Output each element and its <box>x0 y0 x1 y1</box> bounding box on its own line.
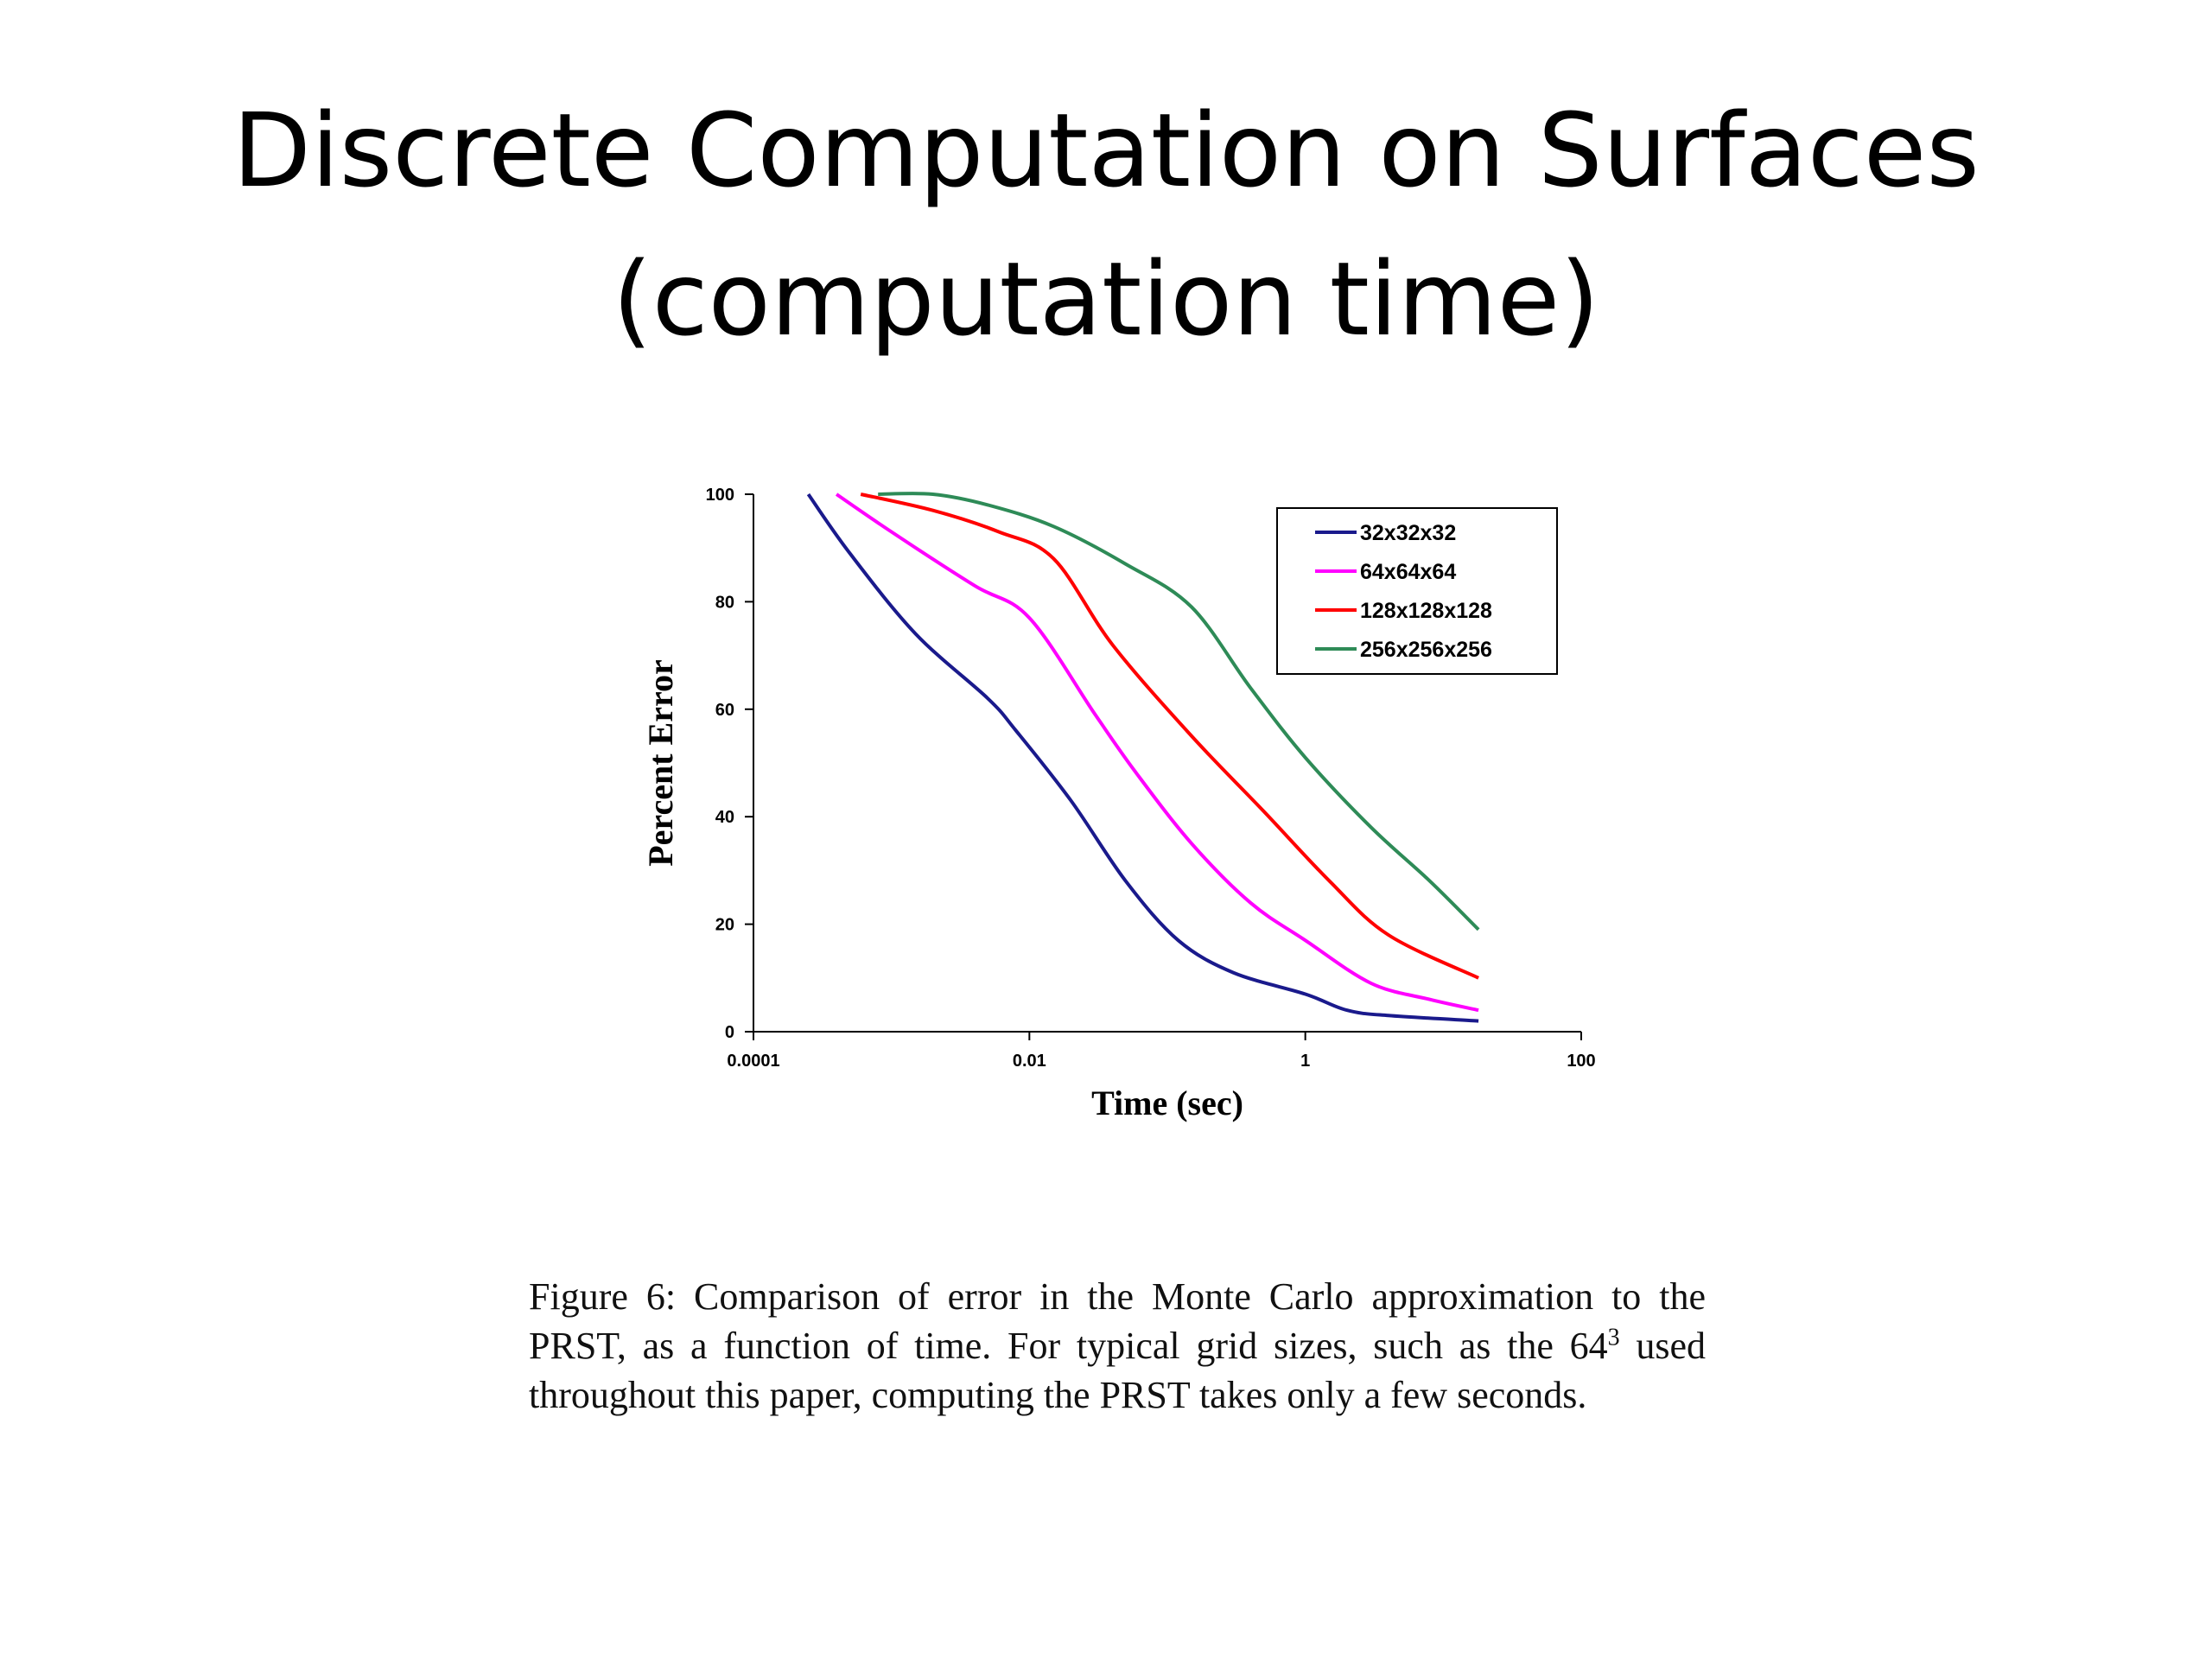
series-line-64x64x64 <box>835 493 1479 1013</box>
legend-label: 128x128x128 <box>1360 599 1492 623</box>
x-tick-label: 0.0001 <box>727 1052 779 1071</box>
legend-box <box>1276 507 1558 675</box>
y-tick-label: 40 <box>715 808 734 827</box>
figure-caption: Figure 6: Comparison of error in the Mon… <box>529 1272 1706 1420</box>
caption-text-part1: Figure 6: Comparison of error in the Mon… <box>529 1275 1706 1367</box>
x-axis-title: Time (sec) <box>1091 1084 1243 1122</box>
slide-title-line2: (computation time) <box>612 239 1600 359</box>
legend-label: 64x64x64 <box>1360 560 1456 584</box>
series-line-256x256x256 <box>878 492 1480 931</box>
caption-text-part2: used throughout this paper, computing th… <box>529 1325 1707 1416</box>
y-axis-title: Percent Error <box>641 659 680 867</box>
x-tick-label: 0.01 <box>1013 1052 1046 1071</box>
y-tick-label: 80 <box>715 593 734 612</box>
axis-ticks: 0.0001 0.01 1 100 0 20 40 60 80 100 <box>706 486 1596 1071</box>
slide-title: Discrete Computation on Surfaces (comput… <box>0 76 2212 373</box>
series-line-128x128x128 <box>860 493 1479 980</box>
chart-legend: 32x32x32 64x64x64 128x128x128 256x256x256 <box>1276 507 1558 675</box>
y-tick-label: 60 <box>715 701 734 720</box>
chart-axes <box>753 494 1581 1033</box>
legend-label: 256x256x256 <box>1360 638 1492 662</box>
x-tick-label: 100 <box>1567 1052 1595 1071</box>
series-line-32x32x32 <box>806 493 1479 1023</box>
y-tick-label: 0 <box>725 1023 734 1042</box>
caption-superscript: 3 <box>1607 1324 1620 1351</box>
x-tick-label: 1 <box>1300 1052 1310 1071</box>
y-tick-label: 20 <box>715 916 734 935</box>
legend-label: 32x32x32 <box>1360 521 1456 545</box>
y-tick-label: 100 <box>706 486 734 505</box>
series-lines <box>806 492 1480 1023</box>
slide-title-line1: Discrete Computation on Surfaces <box>232 91 1980 210</box>
